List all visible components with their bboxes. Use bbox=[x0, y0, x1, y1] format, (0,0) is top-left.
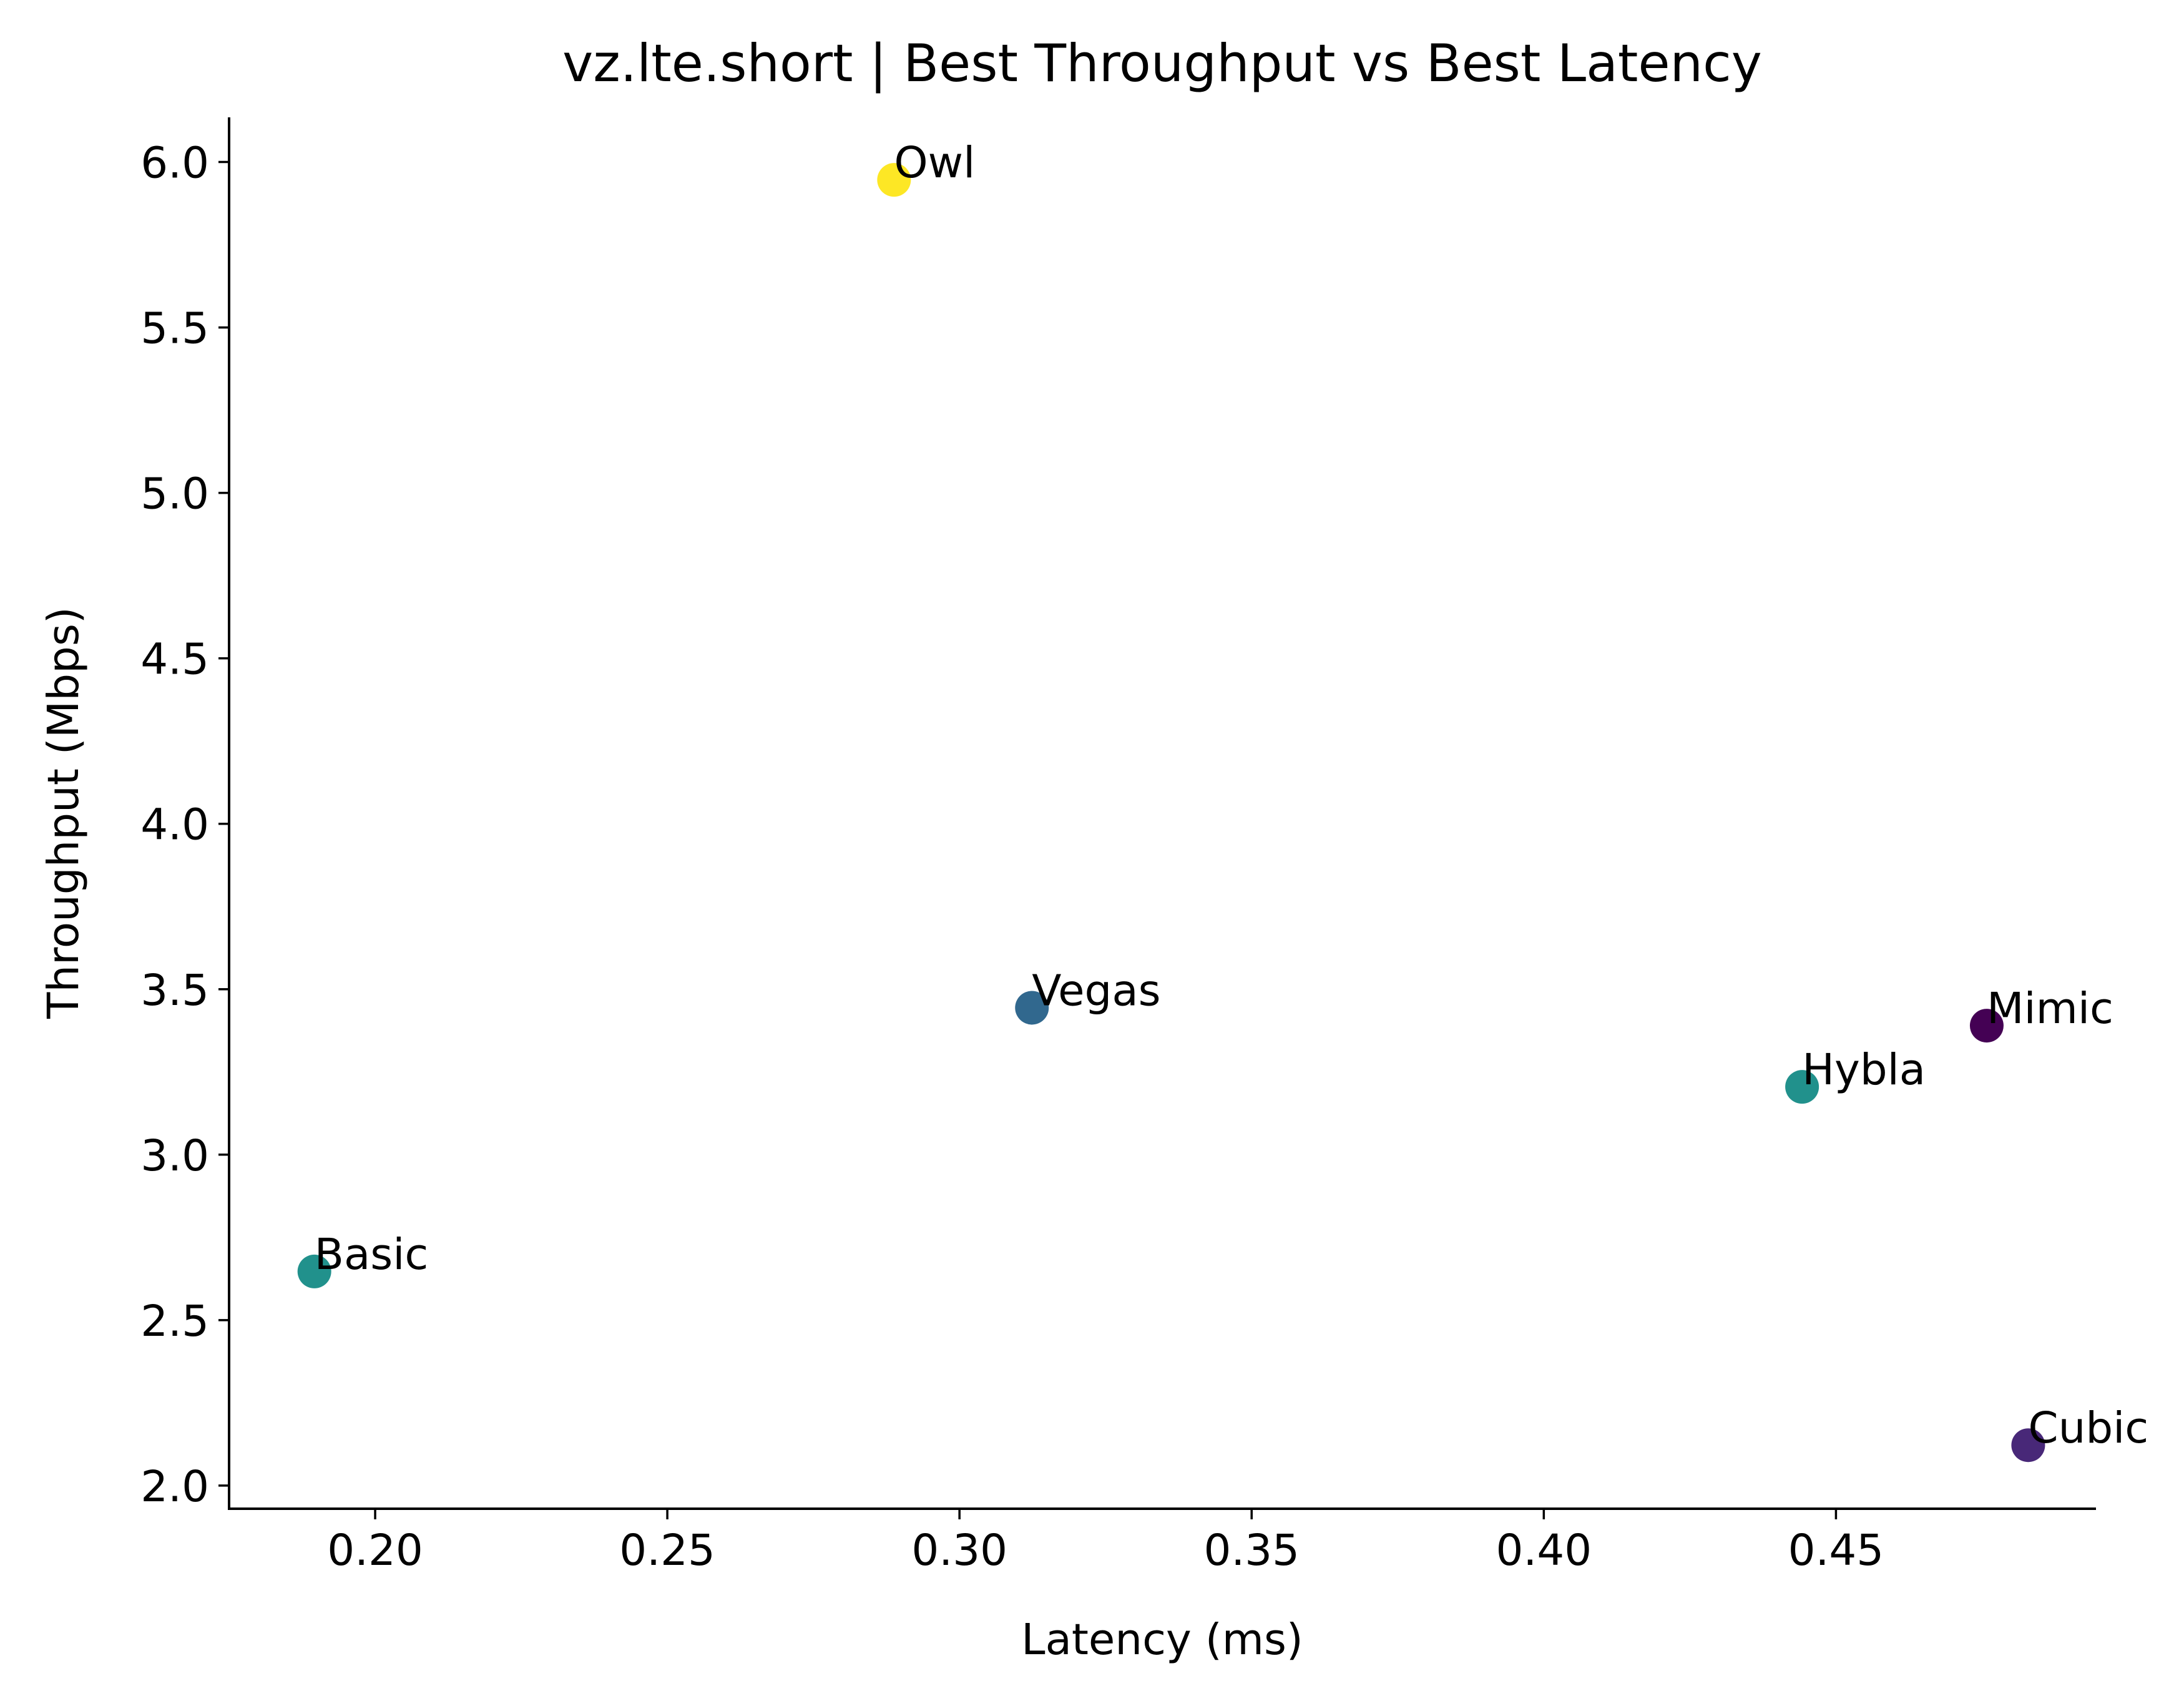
y-ticks: 2.0 2.5 3.0 3.5 4.0 4.5 5.0 5.5 6.0 bbox=[140, 139, 229, 1512]
x-axis-label: Latency (ms) bbox=[1021, 1615, 1303, 1665]
y-tick-label: 5.0 bbox=[140, 469, 209, 519]
data-point-owl bbox=[877, 163, 911, 197]
data-label-basic: Basic bbox=[315, 1230, 429, 1280]
y-tick-label: 2.5 bbox=[140, 1297, 209, 1346]
plot-area bbox=[228, 117, 2096, 1510]
data-point-mimic bbox=[1969, 1009, 2004, 1043]
data-label-mimic: Mimic bbox=[1987, 984, 2113, 1034]
data-label-vegas: Vegas bbox=[1032, 966, 1160, 1016]
data-point-vegas bbox=[1015, 991, 1049, 1025]
data-labels: Owl Vegas Mimic Hybla Basic Cubic bbox=[315, 138, 2149, 1453]
x-tick-label: 0.20 bbox=[327, 1526, 423, 1576]
chart-title: vz.lte.short | Best Throughput vs Best L… bbox=[562, 33, 1762, 94]
x-tick-label: 0.40 bbox=[1496, 1526, 1592, 1576]
y-tick-label: 4.0 bbox=[140, 800, 209, 850]
x-ticks: 0.20 0.25 0.30 0.35 0.40 0.45 bbox=[327, 1509, 1884, 1576]
x-tick-label: 0.25 bbox=[619, 1526, 715, 1576]
data-point-basic bbox=[297, 1254, 331, 1288]
data-point-hybla bbox=[1785, 1070, 1819, 1104]
y-tick-label: 3.0 bbox=[140, 1131, 209, 1181]
y-tick-label: 2.0 bbox=[140, 1462, 209, 1512]
data-point-cubic bbox=[2011, 1428, 2045, 1463]
y-axis-label: Throughput (Mbps) bbox=[39, 607, 89, 1019]
y-tick-label: 3.5 bbox=[140, 966, 209, 1016]
data-label-cubic: Cubic bbox=[2028, 1403, 2148, 1453]
y-tick-label: 4.5 bbox=[140, 635, 209, 685]
data-points bbox=[297, 163, 2045, 1463]
y-tick-label: 6.0 bbox=[140, 139, 209, 189]
data-label-hybla: Hybla bbox=[1802, 1045, 1926, 1095]
x-tick-label: 0.30 bbox=[911, 1526, 1007, 1576]
y-tick-label: 5.5 bbox=[140, 304, 209, 354]
x-tick-label: 0.35 bbox=[1203, 1526, 1300, 1576]
x-tick-label: 0.45 bbox=[1788, 1526, 1884, 1576]
data-label-owl: Owl bbox=[894, 138, 975, 188]
